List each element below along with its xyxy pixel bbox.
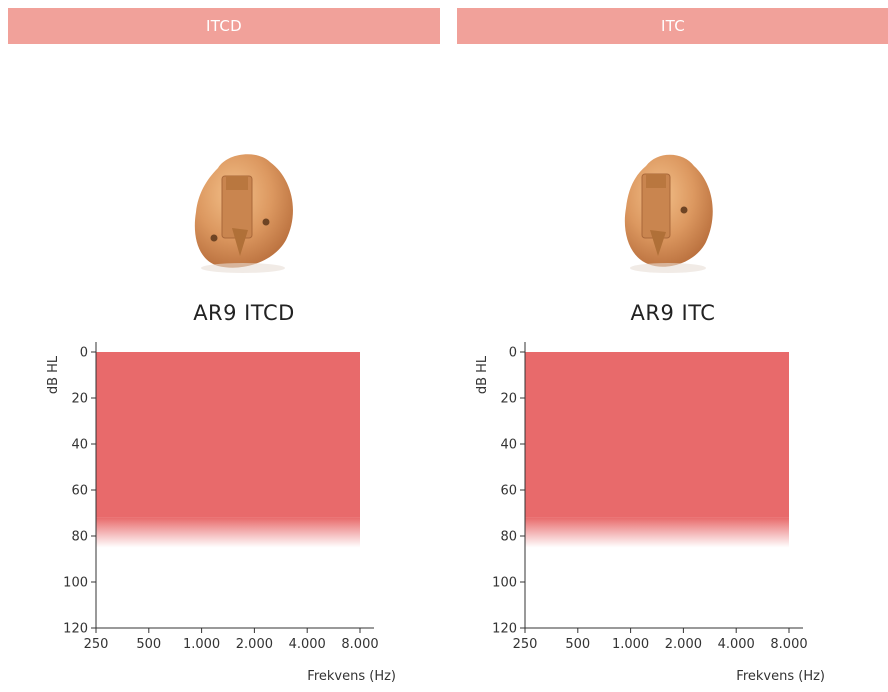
y-tick-label: 100 — [63, 576, 88, 591]
x-tick-label: 8.000 — [341, 637, 378, 652]
model-name-itc: AR9 ITC — [630, 301, 716, 325]
x-axis-label: Frekvens (Hz) — [307, 669, 396, 684]
fitting-range-fade-itc — [525, 517, 789, 548]
y-tick-label: 0 — [80, 346, 88, 361]
fitting-range-area-itcd — [96, 352, 360, 518]
x-tick-label: 250 — [513, 637, 538, 652]
hearing-aid-itcd-icon — [194, 154, 293, 273]
x-tick-label: 2.000 — [665, 637, 702, 652]
model-name-itcd: AR9 ITCD — [193, 301, 295, 325]
y-tick-label: 80 — [500, 530, 517, 545]
x-axis-label: Frekvens (Hz) — [736, 669, 825, 684]
tab-itc[interactable]: ITC — [457, 8, 888, 44]
y-tick-label: 120 — [492, 622, 517, 637]
hearing-aid-itc-icon — [624, 154, 713, 273]
fitting-range-area-itc — [525, 352, 789, 518]
y-tick-label: 80 — [71, 530, 88, 545]
y-tick-label: 40 — [71, 438, 88, 453]
y-tick-label: 100 — [492, 576, 517, 591]
x-tick-label: 4.000 — [289, 637, 326, 652]
y-axis-label: dB HL — [46, 355, 61, 394]
tab-itcd[interactable]: ITCD — [8, 8, 440, 44]
x-tick-label: 2.000 — [236, 637, 273, 652]
fitting-range-fade-itcd — [96, 517, 360, 548]
y-tick-label: 60 — [500, 484, 517, 499]
x-tick-label: 500 — [136, 637, 161, 652]
y-tick-label: 20 — [71, 392, 88, 407]
x-tick-label: 4.000 — [718, 637, 755, 652]
y-tick-label: 40 — [500, 438, 517, 453]
x-tick-label: 500 — [565, 637, 590, 652]
x-tick-label: 1.000 — [183, 637, 220, 652]
y-tick-label: 120 — [63, 622, 88, 637]
x-tick-label: 250 — [84, 637, 109, 652]
y-tick-label: 60 — [71, 484, 88, 499]
x-tick-label: 8.000 — [770, 637, 807, 652]
y-tick-label: 0 — [509, 346, 517, 361]
x-tick-label: 1.000 — [612, 637, 649, 652]
y-tick-label: 20 — [500, 392, 517, 407]
y-axis-label: dB HL — [475, 355, 490, 394]
